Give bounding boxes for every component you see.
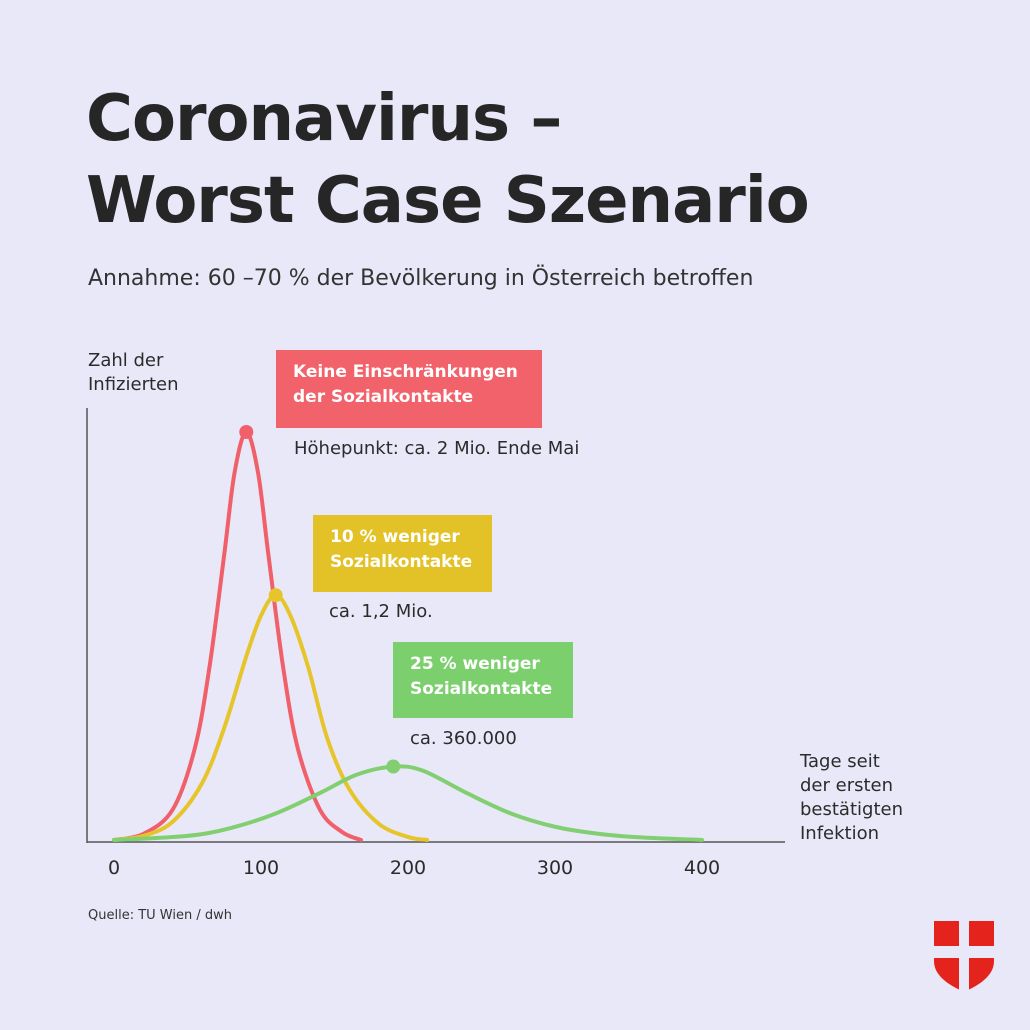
x-tick-label: 200 xyxy=(390,857,426,879)
x-axis-label-line-4: Infektion xyxy=(800,823,880,844)
subtitle: Annahme: 60 –70 % der Bevölkerung in Öst… xyxy=(88,266,754,291)
x-axis-label-line-3: bestätigten xyxy=(800,799,903,820)
peak-note-yellow: ca. 1,2 Mio. xyxy=(329,601,433,622)
source-note: Quelle: TU Wien / dwh xyxy=(88,908,232,923)
peak-note-green: ca. 360.000 xyxy=(410,728,517,749)
peak-marker-red xyxy=(239,425,254,439)
peak-note-red: Höhepunkt: ca. 2 Mio. Ende Mai xyxy=(294,438,580,459)
y-axis-label-line-2: Infizierten xyxy=(88,374,179,395)
peak-marker-green xyxy=(386,759,401,774)
x-tick-label: 400 xyxy=(684,857,720,879)
x-tick-label: 100 xyxy=(243,857,279,879)
series-line-yellow xyxy=(112,593,430,842)
scenario-badge-25-percent: 25 % weniger Sozialkontakte xyxy=(393,642,573,718)
scenario-badge-no-restrictions: Keine Einschränkungen der Sozialkontakte xyxy=(276,350,542,428)
x-axis-label-line-2: der ersten xyxy=(800,775,894,796)
page-title: Coronavirus – Worst Case Szenario xyxy=(86,78,810,242)
badge-green-line-2: Sozialkontakte xyxy=(410,679,553,699)
x-tick-label: 0 xyxy=(108,857,120,879)
series-line-red xyxy=(112,429,363,842)
x-axis-label-line-1: Tage seit xyxy=(800,751,880,772)
peak-marker-yellow xyxy=(268,588,283,603)
x-tick-labels: 0 100 200 300 400 xyxy=(108,857,720,879)
y-axis-label: Zahl der Infizierten xyxy=(88,349,218,397)
scenario-badge-10-percent: 10 % weniger Sozialkontakte xyxy=(313,515,492,592)
badge-red-line-1: Keine Einschränkungen xyxy=(293,362,518,382)
badge-green-line-1: 25 % weniger xyxy=(410,654,540,674)
chart-series xyxy=(112,425,704,842)
vienna-coat-of-arms-icon xyxy=(934,921,994,993)
series-line-green xyxy=(112,764,704,842)
x-axis-label: Tage seit der ersten bestätigten Infekti… xyxy=(800,750,930,846)
badge-red-line-2: der Sozialkontakte xyxy=(293,387,474,407)
x-tick-label: 300 xyxy=(537,857,573,879)
y-axis-label-line-1: Zahl der xyxy=(88,350,164,371)
title-line-1: Coronavirus – xyxy=(86,82,562,156)
badge-yellow-line-2: Sozialkontakte xyxy=(330,552,473,572)
badge-yellow-line-1: 10 % weniger xyxy=(330,527,460,547)
title-line-2: Worst Case Szenario xyxy=(86,164,810,238)
